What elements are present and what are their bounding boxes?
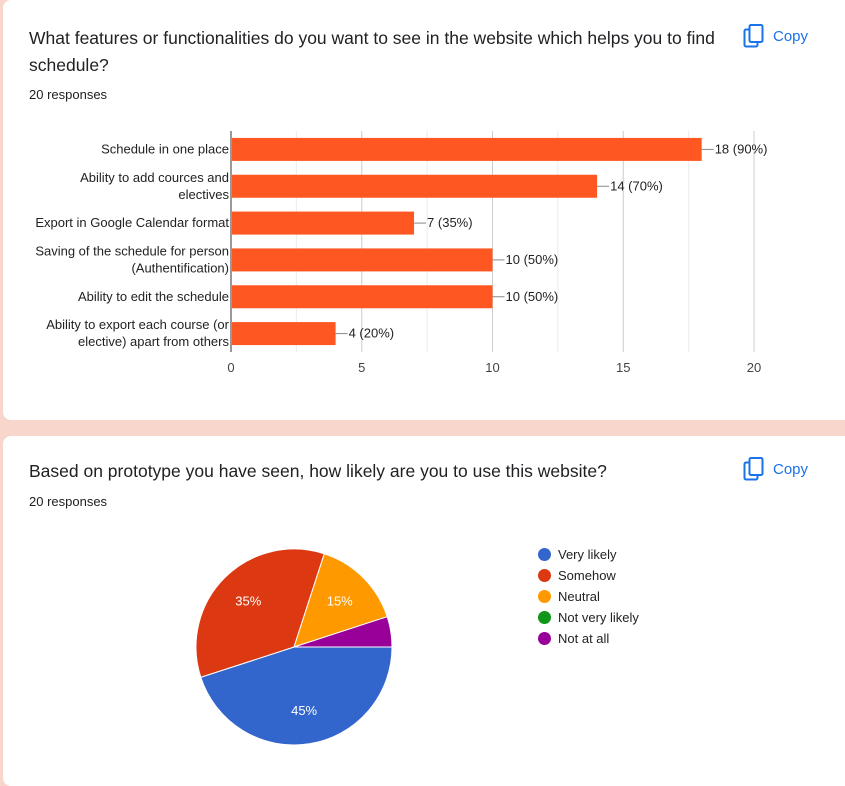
legend-item: Not at all [538,628,639,649]
x-tick-label: 0 [227,360,234,375]
x-tick-label: 10 [485,360,499,375]
copy-label: Copy [773,27,809,45]
copy-icon [743,457,765,481]
data-label: 10 (50%) [506,289,559,304]
response-count: 20 responses [29,494,108,509]
response-count: 20 responses [29,87,108,102]
legend-swatch [538,632,551,645]
question-title: What features or functionalities do you … [29,28,715,75]
legend-swatch [538,548,551,561]
category-label: Ability to edit the schedule [78,289,229,304]
slice-label: 45% [291,703,317,718]
copy-button[interactable]: Copy [743,457,808,481]
legend-swatch [538,611,551,624]
data-label: 14 (70%) [610,178,663,193]
question-card-likelihood: Based on prototype you have seen, how li… [3,436,845,786]
slice-label: 15% [327,593,353,608]
category-label: Schedule in one place [101,141,229,156]
copy-label: Copy [773,460,809,478]
bar [232,137,702,161]
bar [232,285,493,309]
data-label: 10 (50%) [506,252,559,267]
pie-slice [200,646,393,746]
question-title: Based on prototype you have seen, how li… [29,461,607,481]
x-tick-label: 15 [616,360,630,375]
legend-item: Neutral [538,586,639,607]
pie-slice [293,553,388,648]
legend-swatch [538,569,551,582]
pie-legend: Very likely Somehow Neutral Not very likely… [538,544,639,649]
legend-item: Somehow [538,565,639,586]
pie-slice [293,616,393,648]
data-label: 18 (90%) [715,141,768,156]
bar-chart: 0 5 10 15 20 Schedule in one place 18 (90%) Abi… [35,131,768,375]
bar [232,174,598,198]
category-label: Ability to add cources and electives [80,170,229,202]
bar [232,322,336,346]
legend-swatch [538,590,551,603]
legend-label: Neutral [558,589,600,604]
legend-item: Very likely [538,544,639,565]
legend-item: Not very likely [538,607,639,628]
category-label: Saving of the schedule for person (Authen… [35,243,229,275]
x-tick-label: 20 [747,360,761,375]
bar [232,248,493,272]
bar [232,211,415,235]
pie-chart: 45% 35% 15% [195,548,393,746]
copy-button[interactable]: Copy [743,24,808,48]
data-label: 4 (20%) [349,326,395,341]
legend-label: Somehow [558,568,616,583]
legend-label: Not at all [558,631,610,646]
legend-label: Very likely [558,547,617,562]
category-label: Ability to export each course (or electiv… [46,317,229,349]
slice-label: 35% [235,593,261,608]
copy-icon [743,24,765,48]
pie-slice [195,548,325,678]
data-label: 7 (35%) [427,215,473,230]
legend-label: Not very likely [558,610,639,625]
x-tick-label: 5 [358,360,365,375]
category-label: Export in Google Calendar format [35,215,229,230]
question-card-features: What features or functionalities do you … [3,0,845,420]
